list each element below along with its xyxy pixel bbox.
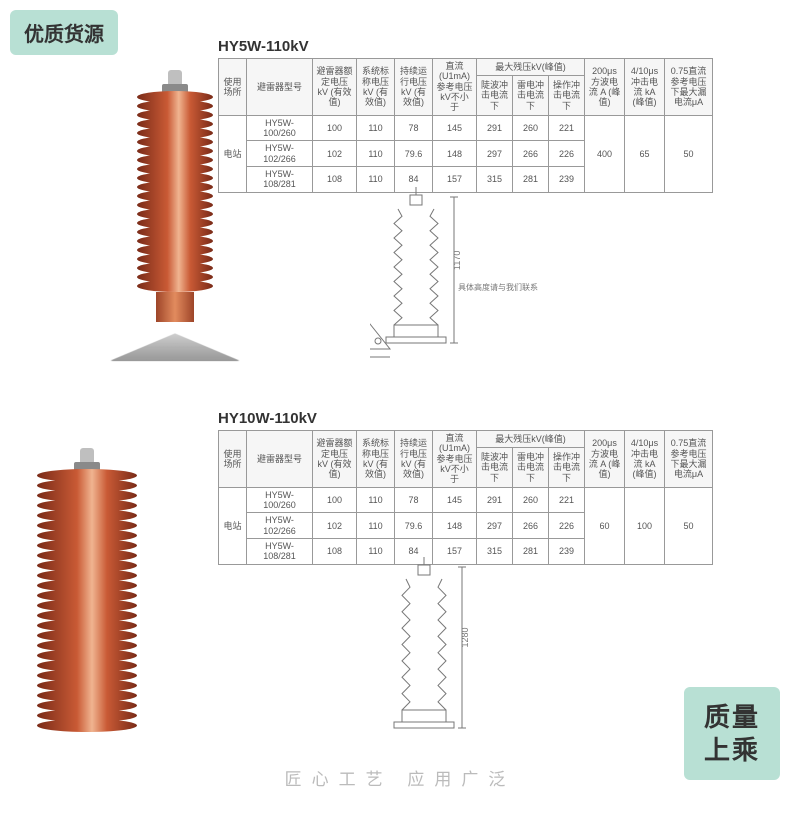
product-disc-stack [37,472,137,732]
product-base-cyl [156,292,194,322]
svg-text:1280: 1280 [460,627,470,647]
product-disc [37,719,137,732]
badge-top-left: 优质货源 [10,10,118,55]
spec-table-2: 使用场所避雷器型号避雷器额定电压 kV (有效值)系统标称电压 kV (有效值)… [218,430,713,565]
section1-title: HY5W-110kV [218,38,309,55]
table-row: 电站HY5W-100/26010011078145291260221601005… [219,487,713,513]
svg-text:1170: 1170 [452,251,462,270]
product-disc-stack [137,94,213,292]
product-cap [80,448,94,462]
svg-text:具体高度请与我们联系: 具体高度请与我们联系 [458,282,538,292]
product-render-2 [15,448,159,820]
badge-bottom-right: 质量 上乘 [684,687,780,780]
schematic-2: 1280 [378,555,598,760]
spec-table-1: 使用场所避雷器型号避雷器额定电压 kV (有效值)系统标称电压 kV (有效值)… [218,58,713,193]
product-cap [168,70,182,84]
section2-title: HY10W-110kV [218,410,317,427]
schematic-1: 1170 具体高度请与我们联系 φ250 3-φ12 240 [370,185,590,375]
product-disc [137,280,213,292]
table-row: 电站HY5W-100/26010011078145291260221400655… [219,115,713,141]
product-base-plate [109,333,241,361]
product-render-1 [115,70,235,370]
